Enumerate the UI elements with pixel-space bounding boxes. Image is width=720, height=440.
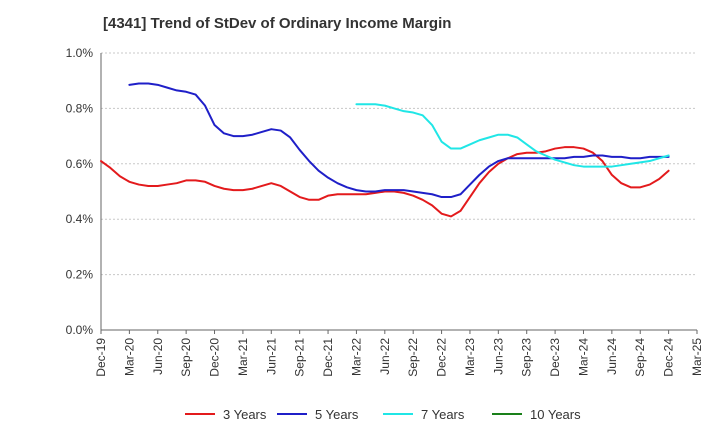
series-line-7-years bbox=[355, 103, 670, 168]
x-tick-label: Jun-23 bbox=[491, 338, 505, 375]
axes bbox=[100, 53, 697, 331]
x-tick-label: Mar-23 bbox=[463, 338, 477, 376]
y-tick-label: 1.0% bbox=[66, 46, 94, 60]
series-line-5-years bbox=[128, 82, 670, 199]
x-tick-label: Mar-24 bbox=[576, 338, 590, 376]
x-tick-label: Mar-25 bbox=[690, 338, 704, 376]
x-tick-label: Sep-24 bbox=[633, 338, 647, 377]
y-tick-label: 0.6% bbox=[66, 157, 94, 171]
x-tick-label: Mar-20 bbox=[122, 338, 136, 376]
x-tick-label: Sep-21 bbox=[293, 338, 307, 377]
chart-title: [4341] Trend of StDev of Ordinary Income… bbox=[103, 15, 451, 32]
legend-label-10-years: 10 Years bbox=[530, 407, 581, 422]
x-tick-label: Sep-22 bbox=[406, 338, 420, 377]
x-tick-label: Dec-22 bbox=[435, 338, 449, 377]
series-layer bbox=[100, 82, 670, 218]
x-tick-label: Dec-19 bbox=[94, 338, 108, 377]
x-tick-label: Jun-21 bbox=[264, 338, 278, 375]
x-tick-label: Jun-20 bbox=[151, 338, 165, 375]
legend-label-3-years: 3 Years bbox=[223, 407, 267, 422]
y-tick-label: 0.4% bbox=[66, 212, 94, 226]
y-tick-label: 0.8% bbox=[66, 101, 94, 115]
x-tick-label: Jun-22 bbox=[378, 338, 392, 375]
y-tick-label: 0.0% bbox=[66, 323, 94, 337]
x-tick-label: Jun-24 bbox=[605, 338, 619, 375]
y-tick-label: 0.2% bbox=[66, 268, 94, 282]
x-tick-label: Mar-21 bbox=[236, 338, 250, 376]
y-axis-ticks: 0.0% 0.2% 0.4% 0.6% 0.8% 1.0% bbox=[66, 46, 94, 337]
legend-label-7-years: 7 Years bbox=[421, 407, 465, 422]
x-tick-label: Mar-22 bbox=[349, 338, 363, 376]
grid-layer bbox=[101, 52, 697, 276]
legend: 3 Years 5 Years 7 Years 10 Years bbox=[185, 407, 581, 422]
x-tick-label: Dec-20 bbox=[208, 338, 222, 377]
x-tick-label: Sep-23 bbox=[520, 338, 534, 377]
x-tick-label: Dec-23 bbox=[548, 338, 562, 377]
legend-label-5-years: 5 Years bbox=[315, 407, 359, 422]
x-axis-ticks: Dec-19 Mar-20 Jun-20 Sep-20 Dec-20 Mar-21 Jun-… bbox=[94, 330, 704, 377]
x-tick-label: Dec-21 bbox=[321, 338, 335, 377]
x-tick-label: Dec-24 bbox=[662, 338, 676, 377]
series-line-3-years bbox=[100, 146, 670, 218]
x-tick-label: Sep-20 bbox=[179, 338, 193, 377]
